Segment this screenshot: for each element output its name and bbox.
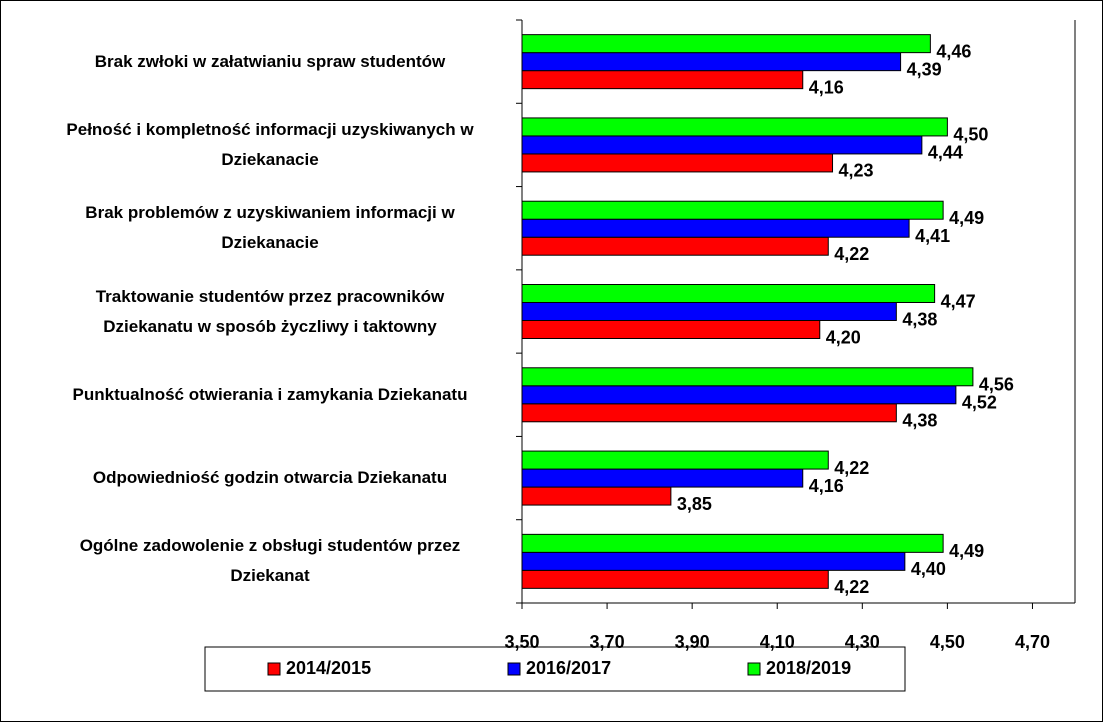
bar <box>521 284 936 303</box>
x-tick-label: 4,70 <box>1015 632 1050 652</box>
data-label: 4,22 <box>834 244 869 264</box>
bar <box>521 302 897 321</box>
legend-label: 2016/2017 <box>526 658 611 678</box>
data-label: 4,50 <box>953 125 988 145</box>
bar <box>521 70 804 90</box>
bar <box>521 385 957 405</box>
bar <box>521 486 672 506</box>
legend-box <box>204 646 906 692</box>
bar <box>521 533 944 553</box>
legend-swatch <box>267 662 281 676</box>
bar <box>521 551 906 571</box>
legend-label: 2018/2019 <box>766 658 851 678</box>
bar <box>521 200 944 220</box>
legend-swatch <box>507 662 521 676</box>
category-label: Brak zwłoki w załatwianiu spraw studentó… <box>94 51 446 71</box>
category-label: Odpowiedniość godzin otwarcia Dziekanatu <box>92 468 448 488</box>
data-label: 4,49 <box>949 541 984 561</box>
data-label: 4,16 <box>809 476 844 496</box>
x-tick-label: 3,70 <box>590 632 625 652</box>
data-label: 4,39 <box>907 59 942 79</box>
data-label: 4,44 <box>928 143 963 163</box>
category-label: Punktualność otwierania i zamykania Dzie… <box>72 384 468 404</box>
bar <box>521 569 829 589</box>
category-label: Brak problemów z uzyskiwaniem informacji… <box>85 203 455 253</box>
data-label: 4,56 <box>979 375 1014 395</box>
legend-swatch <box>747 662 761 676</box>
category-label: Traktowanie studentów przez pracowników … <box>95 286 445 336</box>
x-tick-label: 4,50 <box>930 632 965 652</box>
data-label: 4,52 <box>962 393 997 413</box>
data-label: 4,47 <box>941 291 976 311</box>
bar <box>521 135 923 155</box>
bar <box>521 450 829 470</box>
x-tick-label: 4,10 <box>760 632 795 652</box>
data-label: 4,20 <box>826 327 861 347</box>
legend-label: 2014/2015 <box>286 658 371 678</box>
data-label: 4,46 <box>936 41 971 61</box>
bar <box>521 320 821 339</box>
x-tick-label: 4,30 <box>845 632 880 652</box>
bar <box>521 403 897 423</box>
data-label: 4,23 <box>839 161 874 181</box>
data-label: 4,22 <box>834 577 869 597</box>
data-label: 4,40 <box>911 559 946 579</box>
data-label: 4,16 <box>809 77 844 97</box>
data-label: 4,22 <box>834 458 869 478</box>
data-label: 4,41 <box>915 226 950 246</box>
x-tick-label: 3,90 <box>675 632 710 652</box>
data-label: 4,38 <box>902 411 937 431</box>
data-label: 4,49 <box>949 208 984 228</box>
bar <box>521 236 829 256</box>
bar <box>521 52 902 72</box>
bar <box>521 153 834 173</box>
bar <box>521 117 948 137</box>
bar <box>521 218 910 238</box>
data-label: 4,38 <box>902 309 937 329</box>
data-label: 3,85 <box>677 494 712 514</box>
bar <box>521 468 804 488</box>
category-label: Ogólne zadowolenie z obsługi studentów p… <box>79 536 461 586</box>
category-label: Pełność i kompletność informacji uzyskiw… <box>66 119 474 169</box>
x-tick-label: 3,50 <box>504 632 539 652</box>
bar <box>521 34 931 54</box>
bar <box>521 367 974 387</box>
